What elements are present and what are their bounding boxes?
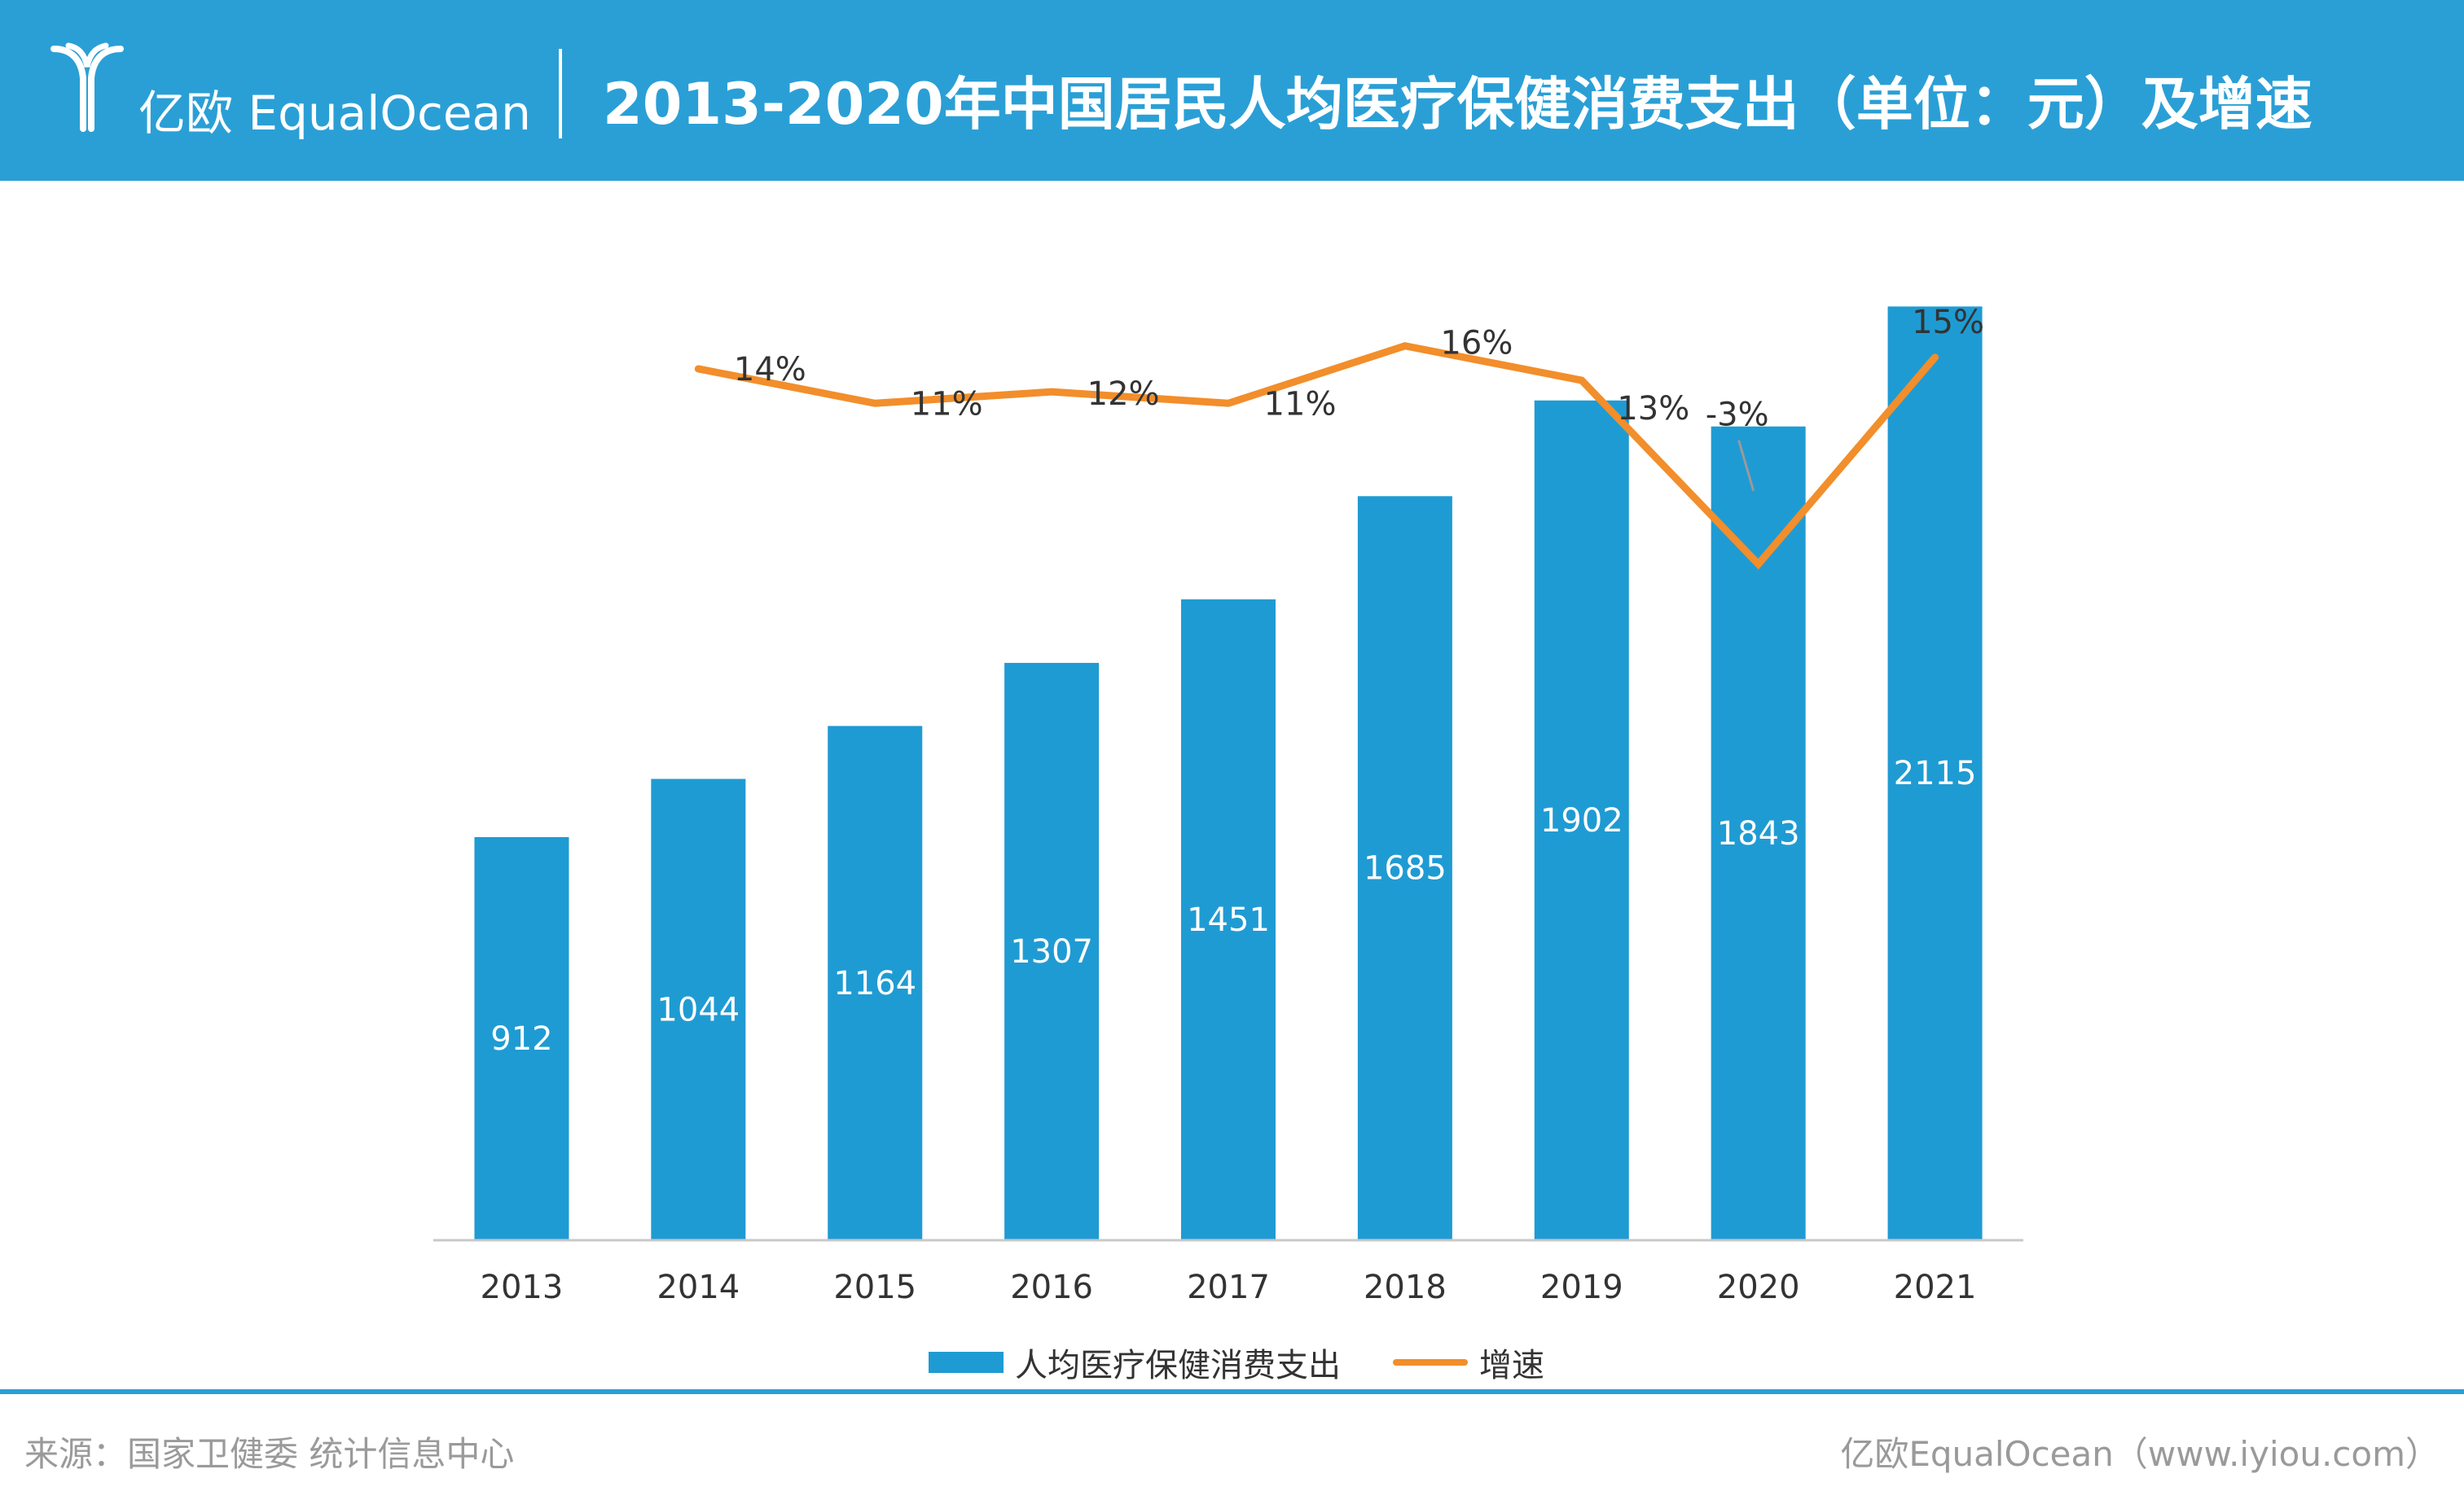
bar-2015 (828, 726, 923, 1239)
legend-swatch-line (1393, 1359, 1468, 1366)
growth-line (694, 342, 1939, 570)
logo-text: 亿欧 EqualOcean (138, 86, 531, 141)
legend-swatch-bar (929, 1352, 1004, 1373)
x-tick-label: 2018 (1364, 1269, 1447, 1306)
bar-value-label: 1843 (1717, 815, 1800, 853)
growth-label: 13% (1617, 390, 1689, 428)
x-tick-label: 2014 (657, 1269, 740, 1306)
legend-item-bar: 人均医疗保健消费支出 (929, 1339, 1341, 1386)
x-tick-label: 2017 (1187, 1269, 1270, 1306)
bar-2021 (1887, 306, 1983, 1239)
x-tick-label: 2019 (1540, 1269, 1623, 1306)
bar-2014 (651, 779, 746, 1239)
bar-value-label: 1685 (1364, 850, 1447, 888)
bar-2016 (1004, 663, 1100, 1239)
bar-value-label: 2115 (1894, 755, 1977, 792)
x-tick-label: 2013 (481, 1269, 564, 1306)
header-divider (559, 49, 562, 138)
growth-label: 11% (911, 385, 983, 423)
x-tick-label: 2021 (1894, 1269, 1977, 1306)
chart-area: 912 1044 1164 1307 1451 1685 1902 1843 2115 2013 2… (433, 304, 2023, 1306)
legend-item-line: 增速 (1393, 1339, 1544, 1386)
bar-2013 (474, 837, 569, 1239)
bar-value-label: 1451 (1187, 901, 1270, 939)
growth-label: -3% (1706, 397, 1769, 434)
growth-label: 16% (1440, 325, 1513, 362)
bar-value-label: 1044 (657, 991, 740, 1029)
bar-2019 (1534, 400, 1629, 1239)
growth-label: 14% (734, 351, 806, 388)
footer-source: 来源：国家卫健委 统计信息中心 (24, 1434, 515, 1474)
bar-value-label: 1902 (1540, 802, 1623, 840)
brand-logo: 亿欧 EqualOcean (51, 42, 539, 141)
bar-value-label: 912 (490, 1020, 552, 1058)
bar-2017 (1181, 599, 1276, 1239)
logo-icon (51, 42, 124, 132)
legend-label-line: 增速 (1479, 1347, 1544, 1384)
footer-credit: 亿欧EqualOcean（www.iyiou.com） (1840, 1434, 2440, 1474)
growth-label: 15% (1912, 304, 1984, 341)
footer-divider (0, 1389, 2464, 1394)
growth-label: 11% (1264, 385, 1337, 423)
page-title: 2013-2020年中国居民人均医疗保健消费支出（单位：元）及增速 (603, 71, 2312, 138)
growth-label-leader (1737, 440, 1755, 492)
x-tick-label: 2015 (833, 1269, 916, 1306)
legend-label-bar: 人均医疗保健消费支出 (1015, 1347, 1341, 1384)
header-banner: 亿欧 EqualOcean 2013-2020年中国居民人均医疗保健消费支出（单… (0, 0, 2464, 181)
growth-label: 12% (1087, 375, 1160, 413)
bar-2018 (1357, 496, 1452, 1239)
x-tick-label: 2016 (1010, 1269, 1093, 1306)
bar-value-label: 1164 (833, 965, 916, 1002)
bar-value-label: 1307 (1010, 933, 1093, 971)
x-tick-label: 2020 (1717, 1269, 1800, 1306)
